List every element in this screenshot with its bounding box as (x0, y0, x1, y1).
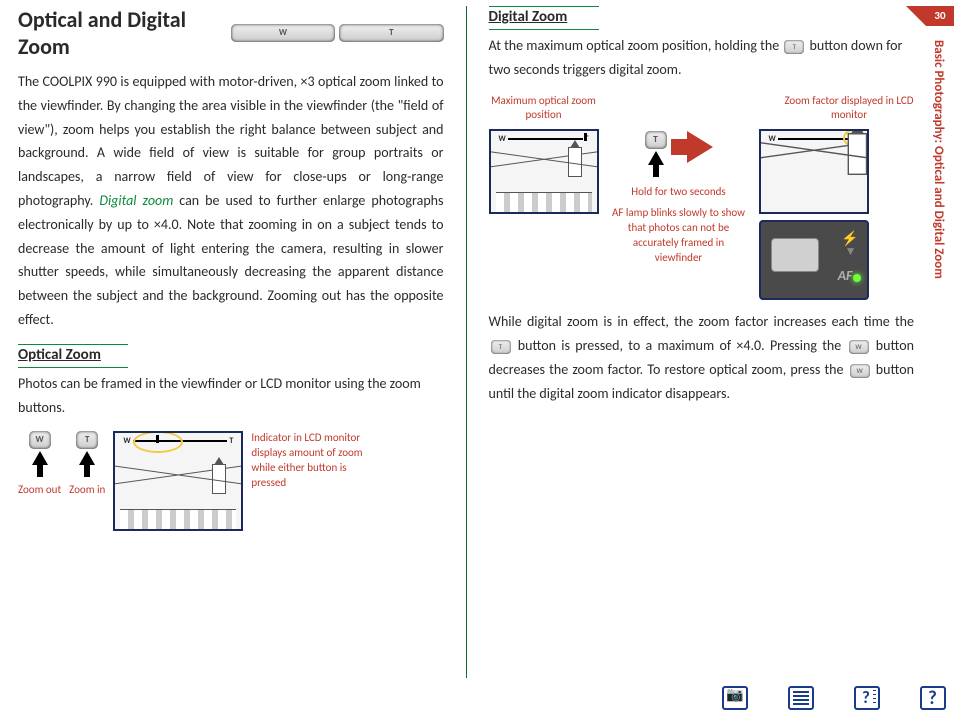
diagram-center: T Hold for two seconds AF lamp blinks sl… (609, 129, 749, 265)
arrow-up-icon (79, 451, 95, 465)
footer-nav (722, 686, 946, 710)
column-divider (466, 6, 467, 678)
intro-text-a: The COOLPIX 990 is equipped with motor-d… (18, 73, 444, 209)
lcd-preview-optical: W T (113, 431, 243, 531)
index-nav-icon[interactable] (854, 686, 880, 710)
zoom-w-button-icon: W (29, 431, 51, 449)
optical-zoom-text: Photos can be framed in the viewfinder o… (18, 372, 444, 420)
af-panel: ⚡ ▼ AF (759, 220, 869, 300)
building-illustration-zoomed (759, 129, 869, 214)
af-lamp-note: AF lamp blinks slowly to show that photo… (609, 206, 749, 265)
highlight-circle-icon (133, 431, 183, 453)
lcd-preview-before: W T (489, 129, 599, 214)
two-column-layout: Optical and Digital Zoom W T The COOLPIX… (0, 0, 954, 684)
zoom-factor-label: Zoom factor displayed in LCD monitor (784, 94, 914, 124)
af-lcd-icon (771, 238, 819, 272)
zoom-out-label: Zoom out (18, 483, 61, 498)
arrow-up-icon (648, 151, 664, 165)
red-arrow-right-icon (687, 131, 713, 163)
zoom-t-icon: T (339, 24, 443, 42)
hold-label: Hold for two seconds (631, 185, 725, 200)
lcd-preview-after: W T (759, 129, 869, 214)
intro-text-b: can be used to further enlarge photograp… (18, 192, 444, 328)
zoom-w-icon: W (231, 24, 335, 42)
building-illustration (489, 142, 599, 214)
zoom-out-column: W Zoom out (18, 431, 61, 498)
t-button-hold-icon: T (645, 131, 667, 149)
digital-zoom-p1: At the maximum optical zoom position, ho… (489, 34, 915, 82)
down-arrow-icon: ▼ (845, 244, 857, 259)
diagram-right-stack: W T ⚡ ▼ AF (759, 129, 869, 300)
intro-paragraph: The COOLPIX 990 is equipped with motor-d… (18, 70, 444, 332)
left-column: Optical and Digital Zoom W T The COOLPIX… (18, 6, 444, 678)
zoom-in-label: Zoom in (69, 483, 105, 498)
diagram-top-labels: Maximum optical zoom position Zoom facto… (489, 94, 915, 124)
optical-zoom-heading: Optical Zoom (18, 344, 107, 366)
digital-zoom-p2: While digital zoom is in effect, the zoo… (489, 310, 915, 405)
digital-zoom-link[interactable]: Digital zoom (99, 192, 173, 209)
t-button-inline-icon: T (491, 340, 511, 354)
af-text-label: AF (838, 267, 853, 284)
max-zoom-label: Maximum optical zoom position (489, 94, 599, 124)
section-side-title: Basic Photography: Optical and Digital Z… (928, 40, 948, 440)
page-number: 30 (926, 6, 954, 26)
zoom-t-button-icon: T (76, 431, 98, 449)
page-title-text: Optical and Digital Zoom (18, 6, 231, 60)
af-led-icon (853, 274, 861, 282)
camera-nav-icon[interactable] (722, 686, 748, 710)
digital-zoom-diagram: W T T Hold for two s (489, 129, 915, 300)
page-title: Optical and Digital Zoom W T (18, 6, 444, 60)
help-nav-icon[interactable] (920, 686, 946, 710)
right-column: Digital Zoom At the maximum optical zoom… (489, 6, 915, 678)
w-button-inline-icon: W (849, 340, 869, 354)
arrow-up-icon (32, 451, 48, 465)
building-illustration (113, 459, 243, 531)
contents-nav-icon[interactable] (788, 686, 814, 710)
digital-zoom-heading: Digital Zoom (489, 6, 574, 28)
optical-zoom-diagram: W Zoom out T Zoom in W T (18, 431, 444, 531)
t-button-inline-icon: T (784, 40, 804, 54)
w-button-inline-icon: W (850, 364, 870, 378)
indicator-note: Indicator in LCD monitor displays amount… (251, 431, 381, 490)
zoom-in-column: T Zoom in (69, 431, 105, 498)
